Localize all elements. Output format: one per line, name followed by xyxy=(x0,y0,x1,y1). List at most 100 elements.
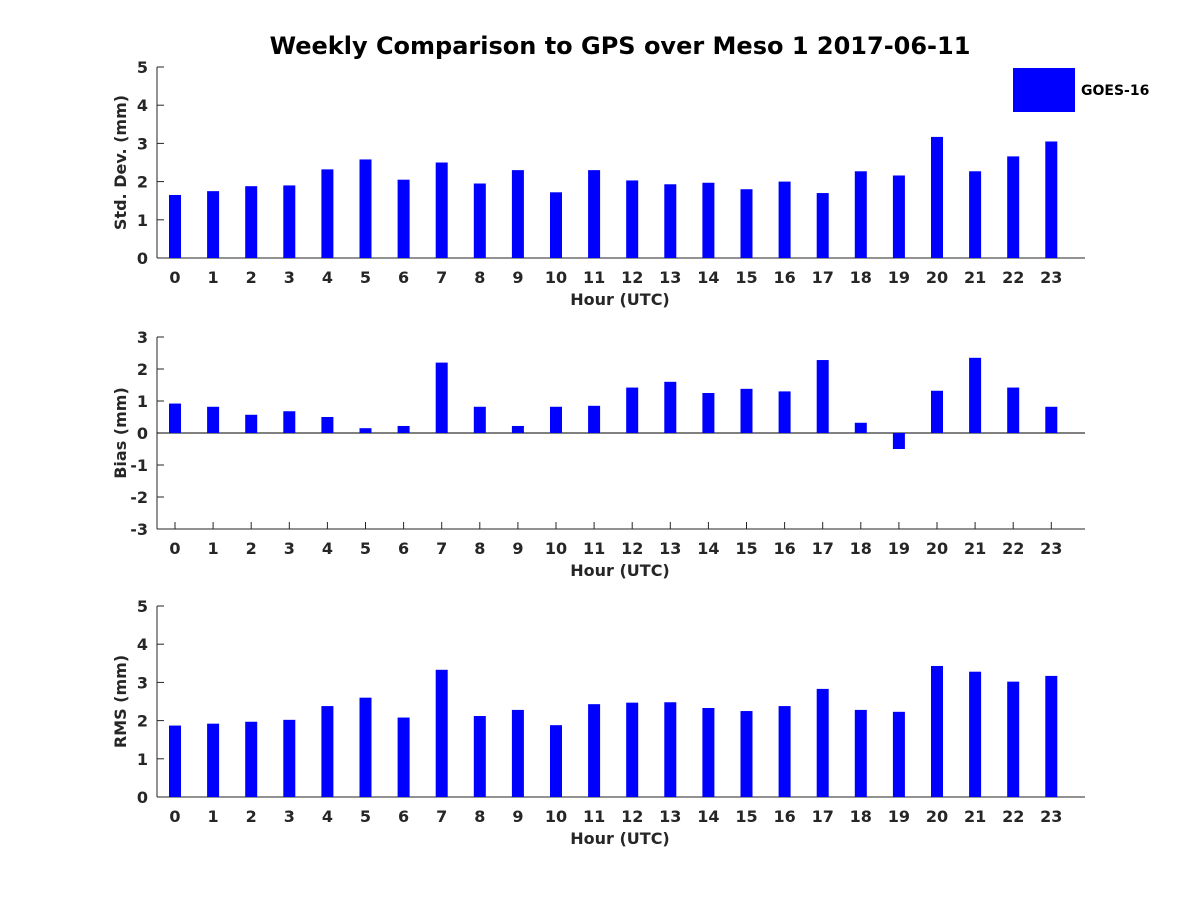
bar-hour-2 xyxy=(245,721,258,797)
bar-hour-14 xyxy=(702,393,715,433)
x-tick-label: 19 xyxy=(888,268,910,287)
bar-hour-20 xyxy=(931,665,943,797)
x-tick-label: 15 xyxy=(735,539,757,558)
x-tick-label: 18 xyxy=(850,539,872,558)
bar-hour-5 xyxy=(359,159,372,258)
bar-hour-8 xyxy=(473,183,486,258)
x-tick-label: 5 xyxy=(360,539,371,558)
bar-hour-17 xyxy=(816,193,829,258)
x-tick-label: 6 xyxy=(398,268,409,287)
x-tick-label: 8 xyxy=(474,807,485,826)
bar-hour-5 xyxy=(359,697,372,797)
bar-hour-1 xyxy=(207,723,220,797)
x-tick-label: 20 xyxy=(926,539,948,558)
x-tick-label: 2 xyxy=(246,539,257,558)
x-tick-label: 21 xyxy=(964,807,986,826)
bar-hour-3 xyxy=(283,185,296,258)
bar-hour-12 xyxy=(626,180,639,258)
bar-hour-0 xyxy=(169,725,181,797)
x-tick-label: 10 xyxy=(545,807,567,826)
bar-hour-21 xyxy=(969,671,982,797)
bar-hour-10 xyxy=(550,192,562,258)
bar-hour-21 xyxy=(969,357,982,433)
x-tick-label: 14 xyxy=(697,268,719,287)
bar-hour-8 xyxy=(473,406,486,433)
x-tick-label: 6 xyxy=(398,807,409,826)
bar-hour-1 xyxy=(207,406,220,433)
bar-hour-22 xyxy=(1007,681,1020,797)
y-tick-label: 0 xyxy=(137,249,148,268)
x-tick-label: 4 xyxy=(322,807,333,826)
bar-hour-11 xyxy=(588,405,601,433)
bar-hour-7 xyxy=(435,162,448,258)
bar-hour-23 xyxy=(1045,406,1058,433)
x-tick-label: 14 xyxy=(697,539,719,558)
bar-hour-20 xyxy=(931,136,943,258)
bar-hour-1 xyxy=(207,191,220,258)
y-tick-label: 2 xyxy=(137,360,148,379)
x-tick-label: 0 xyxy=(169,539,180,558)
x-tick-label: 22 xyxy=(1002,807,1024,826)
x-tick-label: 17 xyxy=(812,807,834,826)
x-tick-label: 4 xyxy=(322,539,333,558)
x-axis-label: Hour (UTC) xyxy=(570,829,670,848)
bar-hour-6 xyxy=(397,425,410,433)
bar-hour-19 xyxy=(892,175,905,258)
x-tick-label: 22 xyxy=(1002,539,1024,558)
bar-hour-22 xyxy=(1007,156,1020,258)
y-tick-label: 4 xyxy=(137,96,148,115)
x-tick-label: 22 xyxy=(1002,268,1024,287)
x-tick-label: 9 xyxy=(512,539,523,558)
x-axis-label: Hour (UTC) xyxy=(570,561,670,580)
y-tick-label: 5 xyxy=(137,58,148,77)
bar-hour-15 xyxy=(740,189,753,258)
bar-hour-13 xyxy=(664,184,677,258)
bar-hour-18 xyxy=(854,709,867,797)
x-tick-label: 5 xyxy=(360,268,371,287)
x-tick-label: 16 xyxy=(773,807,795,826)
bar-hour-19 xyxy=(892,711,905,797)
bar-hour-21 xyxy=(969,171,982,258)
y-tick-label: -1 xyxy=(130,456,148,475)
y-tick-label: -2 xyxy=(130,488,148,507)
x-tick-label: 16 xyxy=(773,268,795,287)
legend: GOES-16 xyxy=(1013,68,1149,112)
chart-title: Weekly Comparison to GPS over Meso 1 201… xyxy=(270,32,971,60)
y-axis-label: Bias (mm) xyxy=(111,387,130,479)
bar-hour-23 xyxy=(1045,675,1058,797)
y-axis-label: Std. Dev. (mm) xyxy=(111,95,130,230)
x-tick-label: 18 xyxy=(850,268,872,287)
x-tick-label: 0 xyxy=(169,268,180,287)
bar-hour-22 xyxy=(1007,387,1020,433)
x-tick-label: 19 xyxy=(888,539,910,558)
bar-hour-9 xyxy=(511,425,524,433)
bar-hour-18 xyxy=(854,422,867,433)
x-tick-label: 1 xyxy=(208,539,219,558)
bar-hour-16 xyxy=(778,391,791,433)
x-tick-label: 11 xyxy=(583,539,605,558)
bar-hour-0 xyxy=(169,194,181,258)
y-tick-label: 0 xyxy=(137,788,148,807)
y-tick-label: -3 xyxy=(130,520,148,539)
bar-hour-23 xyxy=(1045,141,1058,258)
bar-hour-11 xyxy=(588,704,601,797)
x-tick-label: 21 xyxy=(964,268,986,287)
bar-hour-18 xyxy=(854,171,867,258)
x-tick-label: 20 xyxy=(926,268,948,287)
x-tick-label: 7 xyxy=(436,539,447,558)
x-tick-label: 9 xyxy=(512,807,523,826)
x-tick-label: 14 xyxy=(697,807,719,826)
x-tick-label: 23 xyxy=(1040,539,1062,558)
bar-hour-14 xyxy=(702,707,715,797)
y-tick-label: 3 xyxy=(137,328,148,347)
x-tick-label: 15 xyxy=(735,807,757,826)
bar-hour-14 xyxy=(702,182,715,258)
x-tick-label: 8 xyxy=(474,539,485,558)
x-tick-label: 20 xyxy=(926,807,948,826)
x-tick-label: 2 xyxy=(246,807,257,826)
x-tick-label: 15 xyxy=(735,268,757,287)
x-tick-label: 0 xyxy=(169,807,180,826)
y-tick-label: 5 xyxy=(137,597,148,616)
x-tick-label: 7 xyxy=(436,268,447,287)
